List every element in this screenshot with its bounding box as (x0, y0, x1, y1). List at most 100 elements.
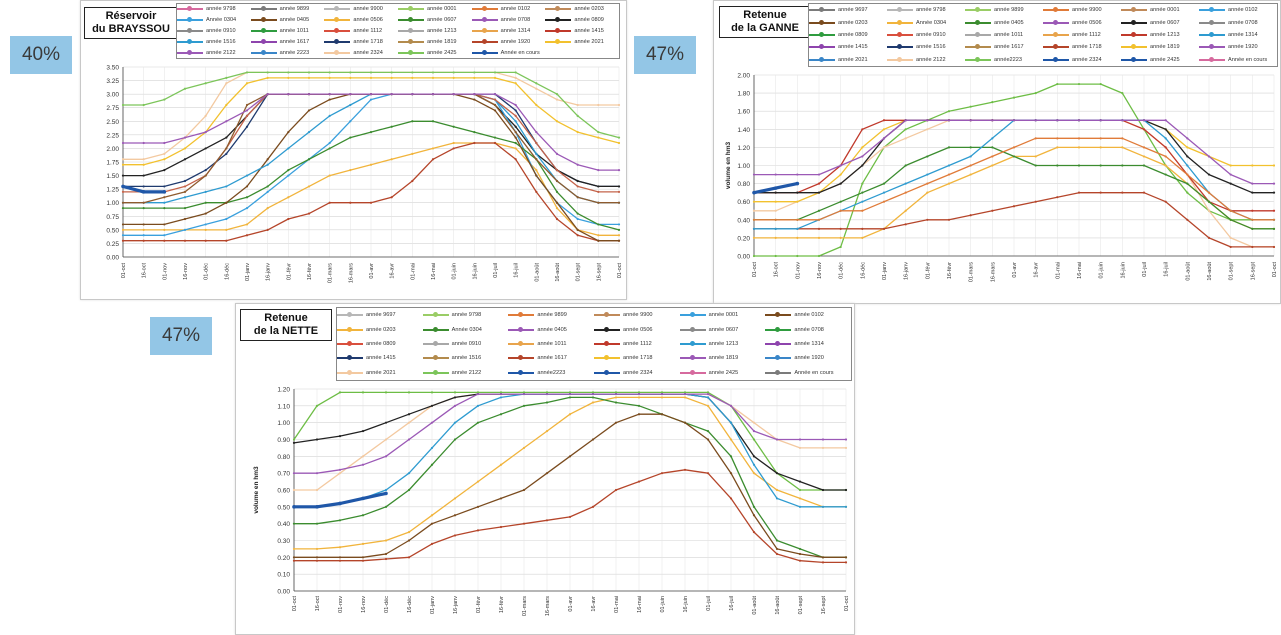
data-point (839, 164, 842, 167)
data-point (752, 530, 756, 534)
data-point (798, 505, 802, 508)
data-point (882, 146, 886, 149)
legend-item: année 9798 (177, 4, 251, 15)
legend-item: année 1819 (397, 36, 472, 47)
legend-swatch (1043, 7, 1069, 13)
legend-label: année 1819 (708, 355, 739, 362)
x-tick-label: 16-févr (947, 262, 953, 279)
data-point (338, 435, 342, 438)
data-point (163, 185, 166, 188)
data-point (568, 396, 572, 399)
data-point (431, 93, 435, 96)
data-point (328, 98, 331, 101)
data-point (775, 472, 779, 475)
x-tick-label: 16-juin (472, 263, 478, 280)
data-point (729, 455, 733, 458)
x-tick-label: 01-juin (1099, 262, 1105, 279)
legend-item: année 1617 (965, 41, 1043, 53)
legend-swatch (679, 355, 706, 361)
data-point (821, 561, 825, 564)
data-point (1142, 119, 1146, 122)
y-tick-label: 0.60 (277, 488, 290, 495)
chart-title: Retenue de la NETTE (240, 309, 332, 341)
x-tick-label: 16-août (775, 596, 781, 615)
legend-item: année 1011 (965, 29, 1043, 41)
legend-item: année 1112 (593, 337, 680, 351)
data-point (969, 119, 972, 122)
data-point (576, 179, 579, 183)
data-point (430, 446, 434, 450)
x-tick-label: 01-déc (839, 262, 845, 279)
legend-item: année 1112 (1043, 29, 1121, 41)
data-point (183, 179, 187, 183)
data-point (384, 505, 388, 508)
data-point (535, 87, 538, 90)
data-point (384, 438, 388, 441)
legend-item: année 9900 (324, 4, 398, 15)
x-tick-label: 16-déc (860, 262, 866, 279)
legend-item: année 0506 (324, 15, 398, 26)
legend-item: année2223 (965, 54, 1043, 66)
data-point (844, 446, 848, 450)
data-point (1272, 245, 1276, 249)
legend-item: année 0001 (397, 4, 472, 15)
data-point (142, 201, 145, 204)
data-point (752, 429, 756, 433)
data-point (163, 207, 166, 210)
data-point (597, 185, 600, 188)
legend-swatch (679, 340, 706, 346)
data-point (1164, 164, 1167, 167)
legend-item: année 2122 (887, 54, 965, 66)
series (121, 93, 621, 172)
data-point (926, 128, 929, 131)
data-point (1229, 164, 1232, 167)
data-point (514, 136, 517, 139)
legend-label: année 0607 (426, 17, 457, 24)
y-tick-label: 0.80 (277, 454, 290, 461)
data-point (535, 103, 538, 107)
data-point (614, 396, 618, 399)
legend-swatch (337, 326, 363, 332)
data-point (798, 552, 802, 556)
data-point (861, 155, 864, 158)
data-point (796, 200, 799, 203)
data-point (991, 164, 994, 167)
data-point (292, 522, 296, 525)
data-point (882, 191, 886, 194)
data-point (390, 76, 393, 79)
data-point (225, 201, 228, 204)
data-point (183, 136, 187, 139)
data-point (225, 136, 228, 139)
data-point (904, 209, 907, 212)
legend-label: année 2425 (426, 49, 457, 56)
data-point (798, 497, 802, 500)
legend-label: année 2122 (206, 49, 236, 56)
legend-swatch (250, 17, 277, 23)
x-tick-label: 16-déc (407, 596, 413, 613)
legend-item: année 2425 (679, 366, 766, 380)
data-point (861, 164, 864, 167)
data-point (1186, 137, 1189, 140)
data-point (266, 71, 269, 74)
y-tick-label: 1.10 (277, 403, 290, 410)
data-point (245, 114, 249, 117)
legend-swatch (422, 326, 449, 332)
data-point (535, 131, 538, 134)
legend-swatch (1199, 31, 1225, 37)
x-tick-label: 16-janv (266, 263, 272, 281)
data-point (752, 254, 756, 258)
data-point (947, 146, 951, 149)
legend-swatch (887, 19, 913, 25)
chart-panel-nette: Retenue de la NETTE année 9697 année 9798… (235, 303, 855, 635)
data-point (476, 391, 480, 394)
data-point (904, 191, 907, 194)
legend-label: année 1213 (1150, 31, 1180, 38)
data-point (729, 497, 733, 500)
legend-item: année 1516 (177, 36, 251, 47)
legend-label: année 0102 (794, 312, 824, 319)
data-point (1186, 218, 1189, 221)
y-tick-label: 0.00 (277, 589, 290, 596)
data-point (683, 421, 687, 424)
y-tick-label: 2.25 (106, 132, 119, 139)
legend-label: année 0910 (916, 31, 946, 38)
